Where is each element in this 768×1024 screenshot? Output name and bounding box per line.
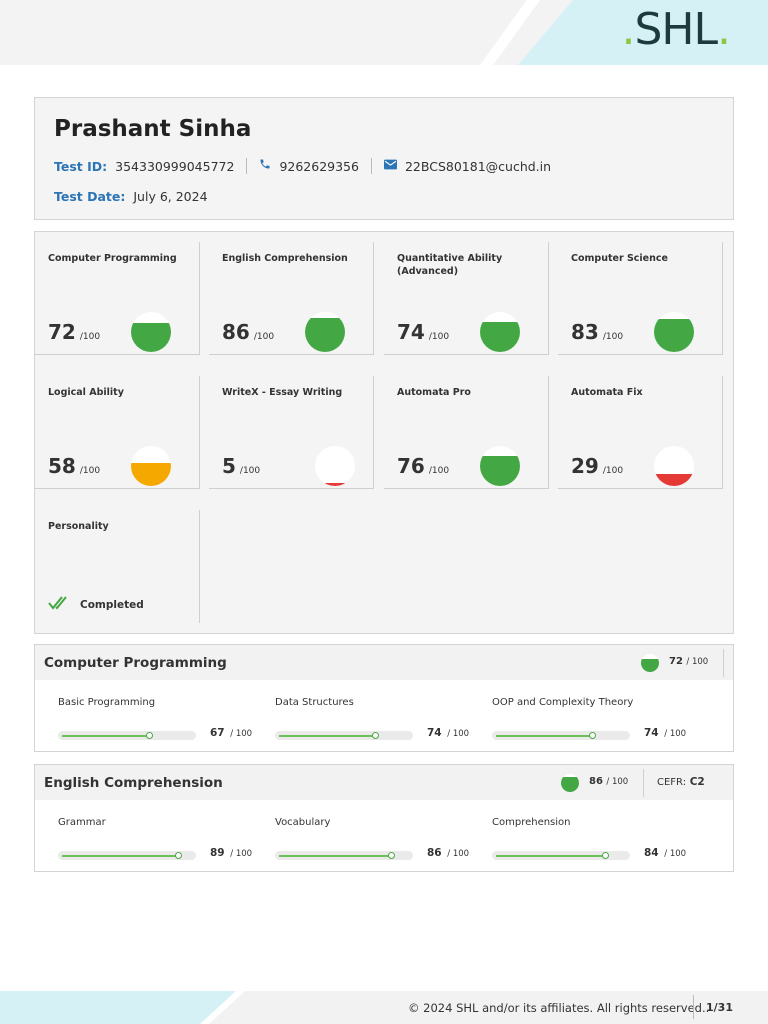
test-date-label: Test Date:: [54, 189, 126, 204]
subscore: Basic Programming 67 / 100: [58, 697, 258, 740]
top-banner: .SHL.: [0, 0, 768, 65]
tile-title: Computer Programming: [48, 253, 177, 264]
subscore: Data Structures 74 / 100: [275, 697, 475, 740]
score-tile: Automata Pro 76/100: [384, 376, 549, 489]
personality-tile: Personality Completed: [35, 510, 200, 623]
cefr-level: CEFR: C2: [657, 776, 705, 788]
footer-accent: [0, 991, 235, 1024]
score-globe: [315, 446, 355, 486]
section-english-comprehension: English Comprehension 86 / 100 CEFR: C2 …: [34, 764, 734, 872]
tile-score: 29/100: [571, 454, 624, 478]
tile-title: Logical Ability: [48, 387, 124, 398]
tile-title: Automata Pro: [397, 387, 471, 398]
subscore-label: Data Structures: [275, 697, 354, 708]
mail-icon: [383, 159, 397, 174]
score-globe: [131, 446, 171, 486]
divider: [693, 995, 694, 1019]
tile-score: 86/100: [222, 320, 275, 344]
tile-score: 74/100: [397, 320, 450, 344]
tile-title: Quantitative Ability (Advanced): [397, 253, 503, 277]
section-score: 86 / 100: [589, 776, 629, 787]
score-globe: [305, 312, 345, 352]
subscore-label: Vocabulary: [275, 817, 331, 828]
divider: [370, 158, 372, 174]
tile-score: 83/100: [571, 320, 624, 344]
completed-status: Completed: [48, 596, 144, 613]
divider: [723, 649, 724, 677]
tile-title: WriteX - Essay Writing: [222, 387, 343, 398]
test-date-value: July 6, 2024: [133, 189, 208, 204]
test-id-value: 354330999045772: [115, 158, 235, 174]
score-tile: English Comprehension 86/100: [209, 242, 374, 355]
score-tile: Automata Fix 29/100: [558, 376, 723, 489]
double-check-icon: [48, 596, 70, 613]
score-tile: WriteX - Essay Writing 5/100: [209, 376, 374, 489]
score-globe-mini: [641, 654, 659, 672]
subscore-label: Comprehension: [492, 817, 571, 828]
tile-title: English Comprehension: [222, 253, 348, 264]
score-tile: Logical Ability 58/100: [35, 376, 200, 489]
subscore-value: 67 / 100: [210, 727, 253, 739]
progress-bar: [58, 731, 196, 740]
tile-score: 72/100: [48, 320, 101, 344]
candidate-card: Prashant Sinha Test ID: 354330999045772 …: [34, 97, 734, 220]
section-header: English Comprehension 86 / 100 CEFR: C2: [35, 765, 733, 800]
score-tile: Computer Science 83/100: [558, 242, 723, 355]
progress-bar: [275, 851, 413, 860]
score-tile: Quantitative Ability (Advanced) 74/100: [384, 242, 549, 355]
copyright-text: © 2024 SHL and/or its affiliates. All ri…: [408, 1001, 710, 1015]
score-globe: [480, 446, 520, 486]
tile-title: Computer Science: [571, 253, 668, 264]
tile-score: 58/100: [48, 454, 101, 478]
tile-title: Automata Fix: [571, 387, 643, 398]
phone-icon: [259, 158, 271, 174]
subscore: Comprehension 84 / 100: [492, 817, 692, 860]
subscore: OOP and Complexity Theory 74 / 100: [492, 697, 692, 740]
score-grid: Computer Programming 72/100 English Comp…: [34, 231, 734, 634]
subscore: Vocabulary 86 / 100: [275, 817, 475, 860]
subscore-value: 86 / 100: [427, 847, 470, 859]
subscore-value: 74 / 100: [644, 727, 687, 739]
score-globe: [654, 312, 694, 352]
divider: [643, 769, 644, 797]
section-title: English Comprehension: [44, 775, 223, 791]
divider: [246, 158, 248, 174]
score-tile: Computer Programming 72/100: [35, 242, 200, 355]
subscore-label: OOP and Complexity Theory: [492, 697, 634, 708]
progress-bar: [275, 731, 413, 740]
phone-value: 9262629356: [279, 158, 359, 174]
subscore-value: 89 / 100: [210, 847, 253, 859]
tile-title: Personality: [48, 521, 109, 532]
section-title: Computer Programming: [44, 655, 227, 671]
progress-bar: [58, 851, 196, 860]
score-globe-mini: [561, 774, 579, 792]
shl-logo: .SHL.: [621, 4, 731, 55]
page-number: 1/31: [706, 1001, 733, 1014]
subscore-label: Grammar: [58, 817, 106, 828]
subscore: Grammar 89 / 100: [58, 817, 258, 860]
tile-score: 5/100: [222, 454, 261, 478]
tile-score: 76/100: [397, 454, 450, 478]
subscore-value: 84 / 100: [644, 847, 687, 859]
score-globe: [131, 312, 171, 352]
section-computer-programming: Computer Programming 72 / 100 Basic Prog…: [34, 644, 734, 752]
progress-bar: [492, 731, 630, 740]
section-score: 72 / 100: [669, 656, 709, 667]
score-globe: [654, 446, 694, 486]
progress-bar: [492, 851, 630, 860]
section-header: Computer Programming 72 / 100: [35, 645, 733, 680]
score-globe: [480, 312, 520, 352]
test-date-row: Test Date: July 6, 2024: [54, 189, 208, 204]
email-value[interactable]: 22BCS80181@cuchd.in: [404, 158, 552, 174]
candidate-name: Prashant Sinha: [54, 116, 252, 142]
subscore-label: Basic Programming: [58, 697, 156, 708]
test-id-label: Test ID:: [54, 158, 108, 174]
candidate-contact-row: Test ID: 354330999045772 9262629356 22BC…: [54, 158, 551, 174]
subscore-value: 74 / 100: [427, 727, 470, 739]
footer: © 2024 SHL and/or its affiliates. All ri…: [0, 991, 768, 1024]
